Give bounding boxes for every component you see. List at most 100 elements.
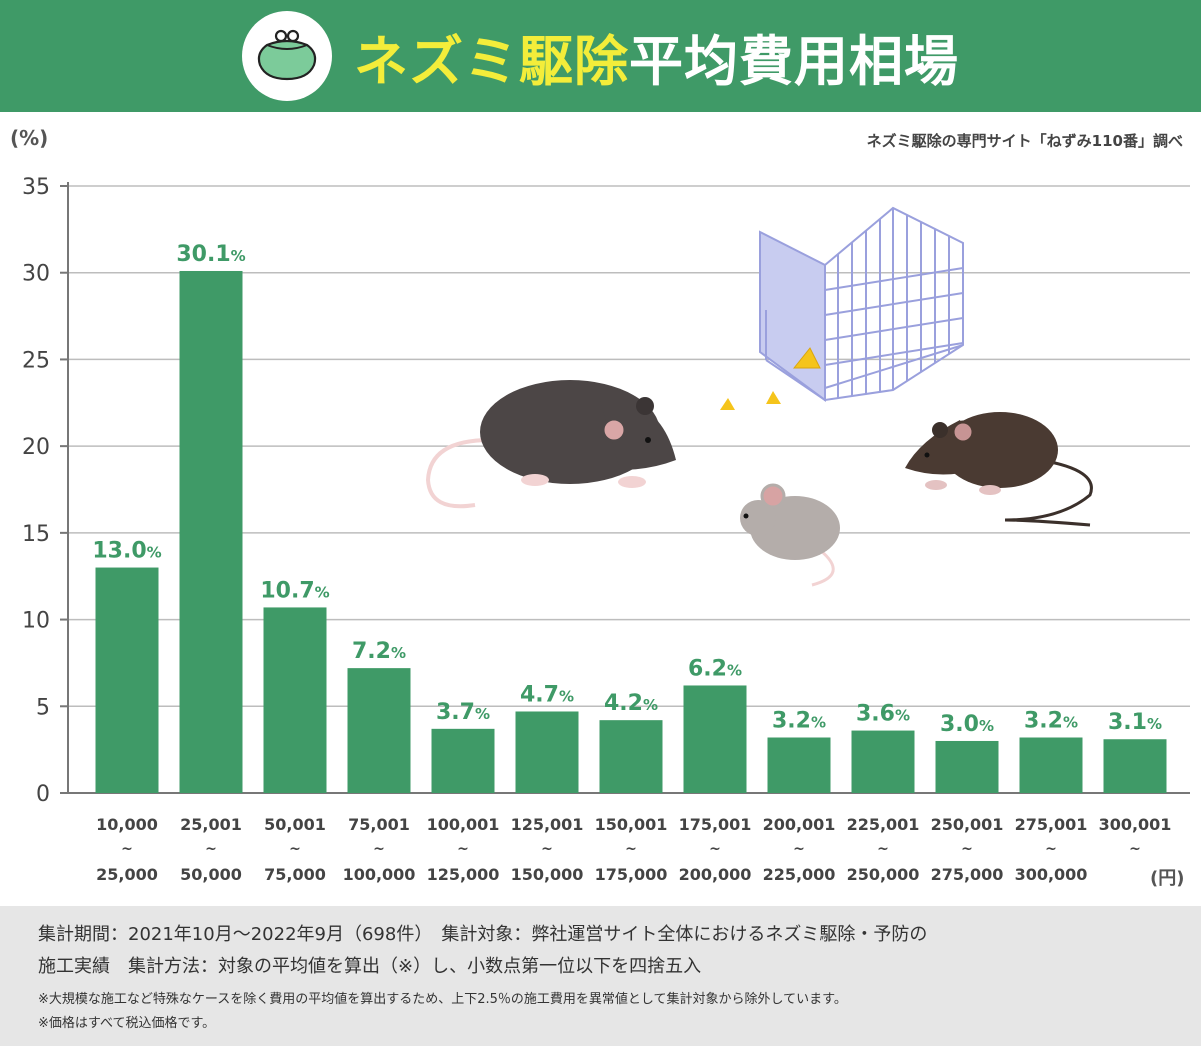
x-tick-label: ~ xyxy=(625,841,637,857)
x-tick-label: ~ xyxy=(373,841,385,857)
data-label: 3.1% xyxy=(1108,710,1162,735)
bar xyxy=(95,567,159,793)
data-label-unit: % xyxy=(979,717,994,735)
x-tick-label: 300,000 xyxy=(1015,865,1088,884)
data-label-unit: % xyxy=(315,583,330,601)
data-label: 3.2% xyxy=(772,709,826,734)
bar xyxy=(1019,737,1083,793)
x-tick-label: 75,000 xyxy=(264,865,326,884)
bar xyxy=(767,737,831,793)
y-tick-label: 20 xyxy=(22,435,50,460)
x-tick-label: ~ xyxy=(457,841,469,857)
data-label-value: 13.0 xyxy=(92,539,146,564)
x-tick-label: 300,001 xyxy=(1099,815,1172,834)
data-label-unit: % xyxy=(391,644,406,662)
rat-icon xyxy=(425,380,676,509)
data-label-value: 3.6 xyxy=(856,702,895,727)
data-label-value: 4.2 xyxy=(604,691,643,716)
data-label-value: 3.7 xyxy=(436,700,475,725)
data-label-value: 10.7 xyxy=(260,578,314,603)
title-banner: ネズミ駆除平均費用相場 xyxy=(0,0,1201,112)
x-tick-label: ~ xyxy=(709,841,721,857)
brown-rat-icon xyxy=(905,412,1093,527)
x-tick-label: 125,001 xyxy=(511,815,584,834)
y-tick-label: 5 xyxy=(36,695,50,720)
x-tick-label: 75,001 xyxy=(348,815,410,834)
x-tick-label: 225,000 xyxy=(763,865,836,884)
title-group: ネズミ駆除平均費用相場 xyxy=(242,10,959,102)
x-tick-label: 275,000 xyxy=(931,865,1004,884)
bar xyxy=(515,711,579,793)
cage-trap-icon xyxy=(759,206,964,402)
data-label-value: 7.2 xyxy=(352,639,391,664)
footer-note-1: ※大規模な施工など特殊なケースを除く費用の平均値を算出するため、上下2.5％の施… xyxy=(38,992,847,1007)
x-tick-label: 175,000 xyxy=(595,865,668,884)
data-label-value: 3.2 xyxy=(1024,709,1063,734)
data-label-value: 3.2 xyxy=(772,709,811,734)
data-label-value: 6.2 xyxy=(688,656,727,681)
data-label: 10.7% xyxy=(260,578,329,603)
illustration xyxy=(425,206,1093,587)
data-label-unit: % xyxy=(559,687,574,705)
bar xyxy=(851,730,915,793)
bar xyxy=(935,740,999,793)
data-label-value: 4.7 xyxy=(520,682,559,707)
x-tick-label: 250,000 xyxy=(847,865,920,884)
bar-chart: 13.0%30.1%10.7%7.2%3.7%4.7% 4.2%6.2%3.2% 3… xyxy=(22,175,1190,884)
x-tick-label: 200,001 xyxy=(763,815,836,834)
x-tick-label: 125,000 xyxy=(427,865,500,884)
data-label-value: 3.0 xyxy=(940,712,979,737)
x-tick-label: 200,000 xyxy=(679,865,752,884)
data-label-unit: % xyxy=(727,661,742,679)
x-tick-label: ~ xyxy=(289,841,301,857)
coin-purse-icon xyxy=(242,11,332,101)
x-tick-label: 275,001 xyxy=(1015,815,1088,834)
tick-labels: 0 5 10 15 20 25 30 35 10,000 ~25,000 25,001 ~50,000… xyxy=(22,175,1171,884)
data-label-unit: % xyxy=(811,714,826,732)
bars xyxy=(95,270,1167,794)
x-tick-label: ~ xyxy=(121,841,133,857)
data-label-unit: % xyxy=(1063,714,1078,732)
data-label-value: 3.1 xyxy=(1108,710,1147,735)
x-tick-label: ~ xyxy=(541,841,553,857)
x-tick-label: 25,001 xyxy=(180,815,242,834)
footer-notes: 集計期間：2021年10月～2022年9月（698件） 集計対象：弊社運営サイト… xyxy=(0,906,1201,1046)
x-tick-label: 50,001 xyxy=(264,815,326,834)
page-title: ネズミ駆除平均費用相場 xyxy=(354,17,959,96)
data-label-unit: % xyxy=(895,707,910,725)
bar xyxy=(1103,739,1167,793)
data-label: 3.7% xyxy=(436,700,490,725)
x-tick-label: ~ xyxy=(205,841,217,857)
data-label-unit: % xyxy=(1147,715,1162,733)
bar xyxy=(263,607,327,793)
x-tick-label: 250,001 xyxy=(931,815,1004,834)
x-tick-label: 100,000 xyxy=(343,865,416,884)
x-tick-label: 150,000 xyxy=(511,865,584,884)
x-axis-unit: (円) xyxy=(1150,868,1185,889)
x-tick-label: ~ xyxy=(877,841,889,857)
mouse-icon xyxy=(740,483,840,587)
y-axis-unit: (%) xyxy=(10,126,49,150)
y-tick-label: 30 xyxy=(22,262,50,287)
x-tick-label: 10,000 xyxy=(96,815,158,834)
bar xyxy=(599,720,663,793)
x-tick-label: ~ xyxy=(793,841,805,857)
data-label: 6.2% xyxy=(688,656,742,681)
data-label: 3.0% xyxy=(940,712,994,737)
data-label-unit: % xyxy=(643,696,658,714)
x-tick-label: ~ xyxy=(1045,841,1057,857)
x-tick-label: 175,001 xyxy=(679,815,752,834)
title-highlight: ネズミ駆除 xyxy=(354,29,629,93)
data-label-value: 30.1 xyxy=(176,242,230,267)
y-tick-label: 0 xyxy=(36,782,50,807)
grid-lines xyxy=(68,185,1190,708)
y-tick-label: 25 xyxy=(22,348,50,373)
y-tick-label: 15 xyxy=(22,522,50,547)
data-label: 3.6% xyxy=(856,702,910,727)
footer-line-2: 施工実績 集計方法：対象の平均値を算出（※）し、小数点第一位以下を四捨五入 xyxy=(38,956,702,977)
data-label: 13.0% xyxy=(92,539,161,564)
x-tick-label: ~ xyxy=(1129,841,1141,857)
cheese-icon xyxy=(720,347,821,410)
x-tick-label: 25,000 xyxy=(96,865,158,884)
x-tick-label: 150,001 xyxy=(595,815,668,834)
